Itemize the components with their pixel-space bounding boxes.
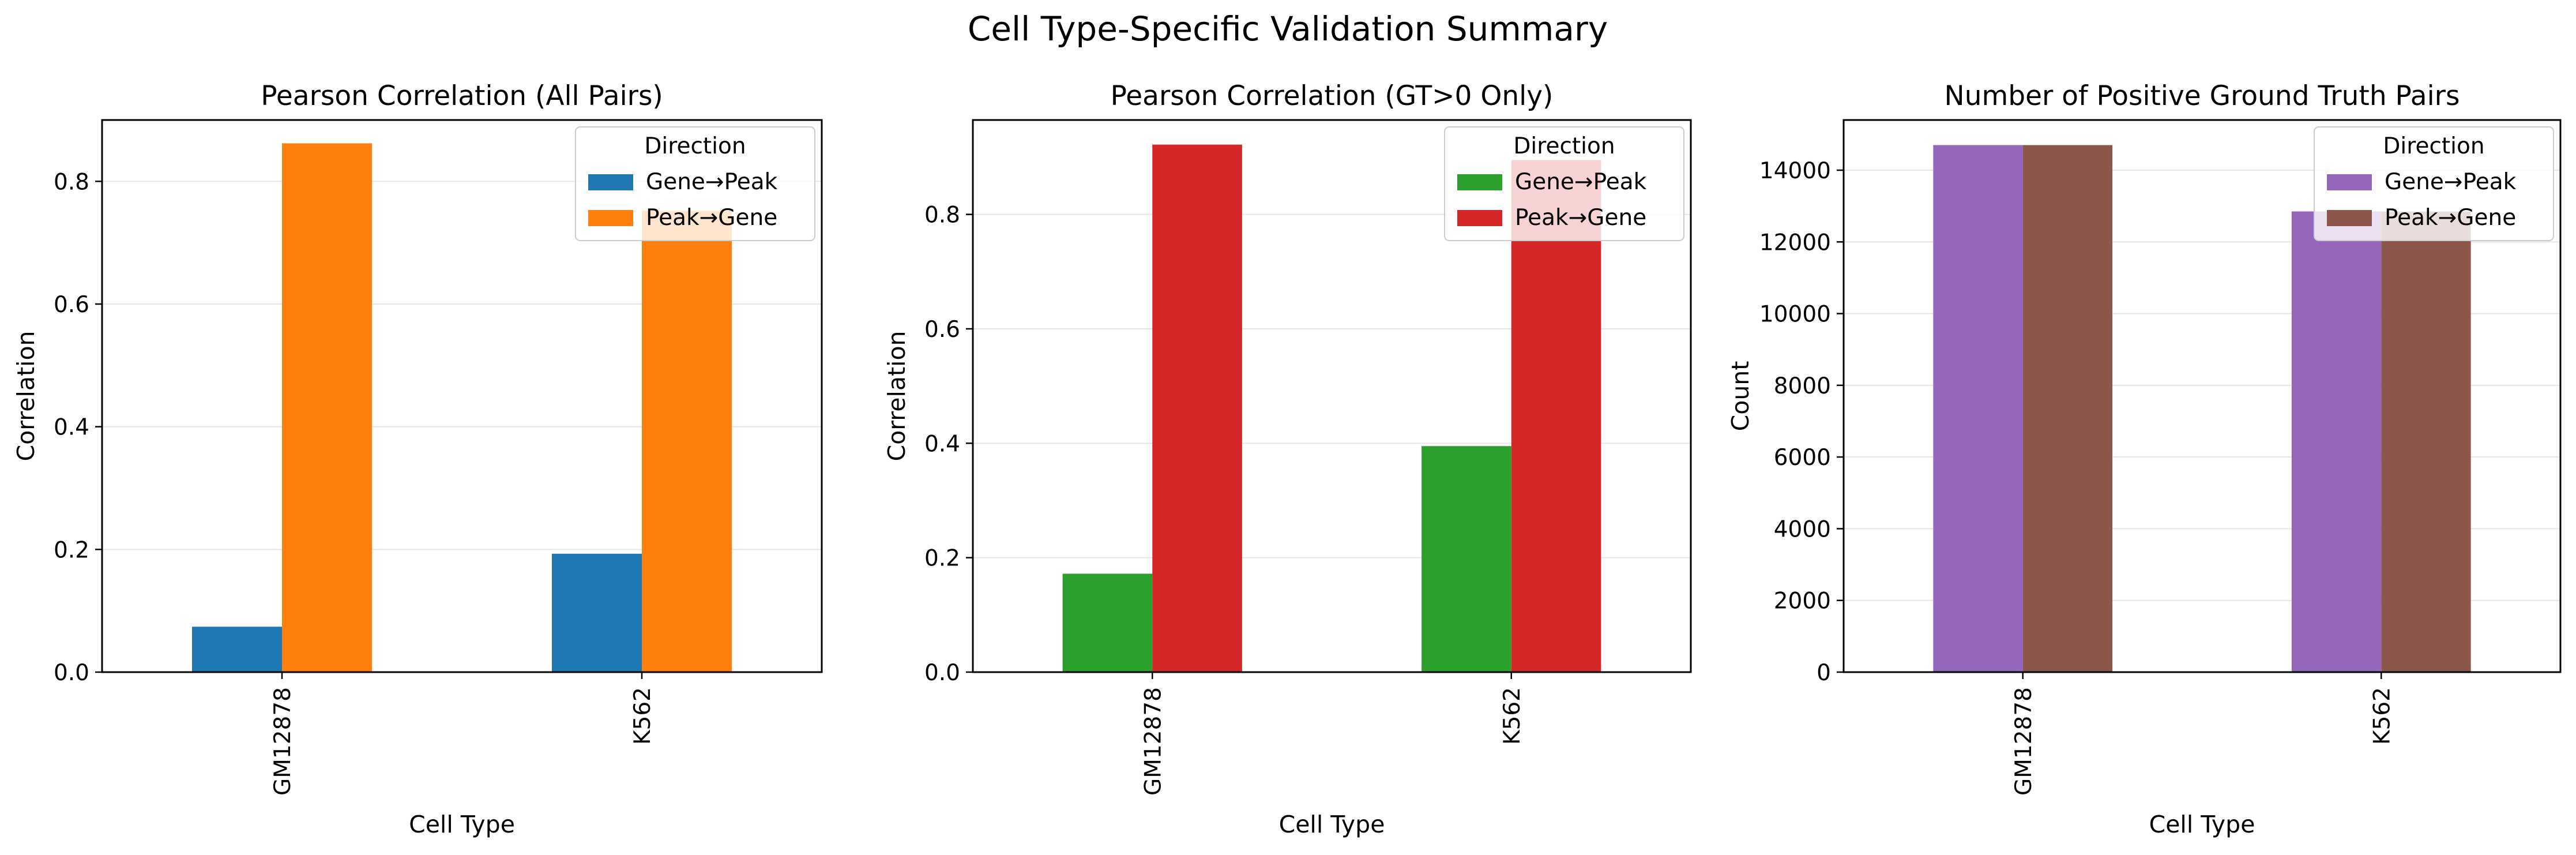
bar-genepeak-gm12878 — [1062, 573, 1153, 672]
legend-title: Direction — [2383, 133, 2484, 159]
y-tick-label: 0.2 — [54, 537, 89, 563]
legend: Direction Gene→Peak Peak→Gene — [575, 126, 815, 241]
y-tick-label: 0.6 — [924, 317, 960, 343]
x-tick-label: K562 — [2369, 687, 2395, 745]
plot-frame — [101, 119, 823, 673]
legend-entry-label: Gene→Peak — [2385, 169, 2517, 195]
y-tick-label: 4000 — [1774, 516, 1831, 542]
legend-title: Direction — [1513, 133, 1615, 159]
legend-entry-label: Peak→Gene — [646, 205, 777, 231]
y-tick-label: 0.8 — [924, 202, 960, 228]
legend-box — [2314, 126, 2554, 241]
y-axis-label: Count — [1727, 361, 1754, 432]
y-tick-label: 12000 — [1759, 230, 1831, 256]
x-tick-label: GM12878 — [1140, 687, 1166, 796]
chart-panel-2: 0.0 0.2 0.4 0.6 0.8 GM12878 K562 Pearson Correl… — [883, 80, 1692, 838]
chart-title: Pearson Correlation (GT>0 Only) — [1111, 80, 1554, 112]
legend-entry-label: Peak→Gene — [2385, 205, 2516, 231]
bar-peakgene-gm12878 — [2022, 145, 2113, 672]
chart-title: Number of Positive Ground Truth Pairs — [1945, 80, 2460, 112]
legend: Direction Gene→Peak Peak→Gene — [1444, 126, 1684, 241]
chart-title: Pearson Correlation (All Pairs) — [261, 80, 663, 112]
bar-peakgene-k562 — [2381, 211, 2471, 672]
legend-swatch — [2327, 174, 2372, 190]
y-tick-label: 0.6 — [54, 292, 89, 318]
y-tick-label: 8000 — [1774, 373, 1831, 399]
chart-panel-3: 0 2000 4000 6000 8000 10000 12000 14000 GM12878 K… — [1727, 80, 2562, 838]
x-axis-label: Cell Type — [1279, 811, 1385, 838]
legend-box — [575, 126, 815, 241]
x-tick-label: GM12878 — [2011, 687, 2037, 796]
bar-peakgene-gm12878 — [1152, 144, 1242, 672]
plot-frame — [1842, 119, 2562, 673]
y-tick-label: 0.4 — [54, 415, 89, 441]
x-tick-label: K562 — [630, 687, 656, 745]
x-tick-label: GM12878 — [270, 687, 296, 796]
legend-entry-label: Gene→Peak — [646, 169, 778, 195]
y-tick-label: 10000 — [1759, 302, 1831, 328]
bar-peakgene-k562 — [1511, 160, 1601, 672]
y-tick-label: 6000 — [1774, 445, 1831, 471]
bar-genepeak-k562 — [552, 553, 642, 672]
legend-swatch — [2327, 210, 2372, 226]
y-tick-label: 14000 — [1759, 158, 1831, 184]
legend-title: Direction — [644, 133, 746, 159]
y-tick-label: 0.8 — [54, 169, 89, 195]
x-tick-label: K562 — [1499, 687, 1525, 745]
bar-genepeak-k562 — [2291, 211, 2382, 672]
legend-swatch — [1457, 210, 1502, 226]
y-tick-label: 0 — [1817, 660, 1831, 686]
legend-entry-label: Gene→Peak — [1515, 169, 1647, 195]
legend-entry-label: Peak→Gene — [1515, 205, 1646, 231]
bar-genepeak-gm12878 — [192, 627, 282, 672]
figure-title: Cell Type-Specific Validation Summary — [968, 9, 1608, 48]
x-axis-label: Cell Type — [2149, 811, 2255, 838]
legend-swatch — [588, 174, 633, 190]
x-axis-label: Cell Type — [409, 811, 515, 838]
legend-swatch — [588, 210, 633, 226]
bar-genepeak-k562 — [1421, 446, 1511, 672]
bar-peakgene-k562 — [642, 211, 732, 673]
y-tick-label: 2000 — [1774, 588, 1831, 614]
y-tick-label: 0.0 — [54, 660, 89, 686]
bar-genepeak-gm12878 — [1933, 145, 2023, 672]
y-tick-label: 0.0 — [924, 660, 960, 686]
legend: Direction Gene→Peak Peak→Gene — [2314, 126, 2554, 241]
chart-panel-1: 0.0 0.2 0.4 0.6 0.8 GM12878 K562 Pearson Correl… — [12, 80, 823, 838]
y-axis-label: Correlation — [12, 331, 40, 461]
legend-box — [1444, 126, 1684, 241]
y-tick-label: 0.4 — [924, 431, 960, 457]
y-axis-label: Correlation — [883, 331, 911, 461]
plot-frame — [972, 119, 1692, 673]
bar-peakgene-gm12878 — [282, 143, 372, 672]
legend-swatch — [1457, 174, 1502, 190]
y-tick-label: 0.2 — [924, 546, 960, 572]
